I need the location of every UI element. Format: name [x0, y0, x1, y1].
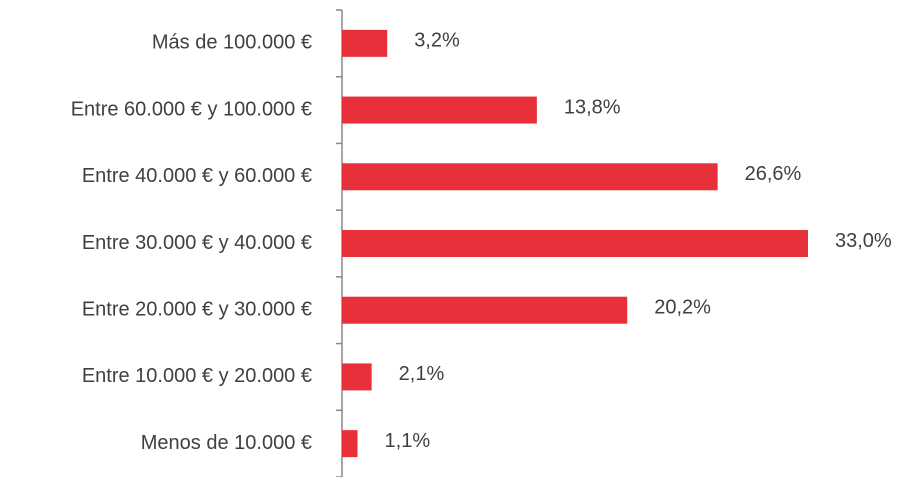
category-label: Entre 10.000 € y 20.000 €	[82, 365, 312, 387]
bar	[342, 230, 808, 257]
value-label: 33,0%	[835, 230, 892, 252]
value-label: 20,2%	[654, 296, 711, 318]
value-label: 26,6%	[745, 163, 802, 185]
bar	[342, 29, 388, 57]
category-label: Entre 20.000 € y 30.000 €	[82, 298, 312, 320]
value-label: 3,2%	[414, 30, 460, 52]
bar	[342, 296, 628, 324]
value-label: 13,8%	[564, 96, 621, 118]
bar	[342, 430, 358, 458]
category-label: Entre 30.000 € y 40.000 €	[82, 232, 312, 254]
category-label: Más de 100.000 €	[152, 32, 312, 54]
bar	[342, 363, 372, 391]
category-label: Menos de 10.000 €	[141, 432, 312, 454]
value-label: 2,1%	[399, 363, 445, 385]
category-label: Entre 40.000 € y 60.000 €	[82, 165, 312, 187]
bar	[342, 96, 537, 124]
bar	[342, 163, 718, 191]
category-label: Entre 60.000 € y 100.000 €	[71, 98, 312, 120]
value-label: 1,1%	[385, 430, 431, 452]
